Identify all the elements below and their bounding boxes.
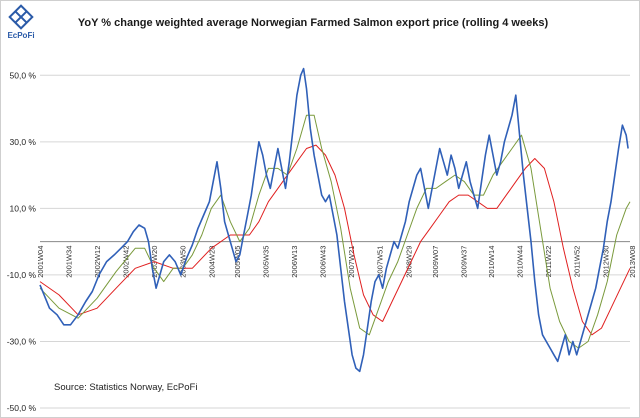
x-tick-label: 2012W30	[601, 246, 610, 278]
x-tick-label: 2001W34	[65, 246, 74, 278]
y-tick-label: 50,0 %	[10, 70, 37, 80]
ecpofi-logo-icon	[8, 4, 34, 30]
series-line-1	[39, 67, 629, 373]
x-tick-label: 2011W22	[544, 246, 553, 278]
y-tick-label: -50,0 %	[7, 403, 37, 413]
x-tick-label: 2002W42	[122, 246, 131, 278]
x-tick-label: 2005W35	[262, 246, 271, 278]
x-tick-label: 2002W12	[93, 246, 102, 278]
x-tick-label: 2008W29	[404, 246, 413, 278]
x-tick-label: 2010W44	[516, 246, 525, 278]
x-tick-label: 2006W13	[290, 246, 299, 278]
x-tick-label: 2011W52	[573, 246, 582, 278]
logo-text: EcPoFi	[7, 31, 35, 40]
x-tick-label: 2010W14	[487, 246, 496, 278]
y-tick-label: -30,0 %	[7, 336, 37, 346]
x-tick-label: 2006W43	[319, 246, 328, 278]
series-line-3	[39, 144, 631, 336]
source-note: Source: Statistics Norway, EcPoFi	[54, 382, 197, 393]
x-tick-label: 2001W04	[36, 246, 45, 278]
x-tick-label: 2007W51	[376, 246, 385, 278]
x-tick-label: 2009W07	[431, 246, 440, 278]
series-line-2	[39, 114, 631, 349]
x-tick-label: 2004W28	[207, 246, 216, 278]
chart-title: YoY % change weighted average Norwegian …	[78, 17, 549, 29]
x-tick-label: 2013W08	[628, 246, 637, 278]
y-tick-label: -10,0 %	[7, 270, 37, 280]
x-tick-label: 2007W21	[347, 246, 356, 278]
y-tick-label: 10,0 %	[10, 203, 37, 213]
x-tick-label: 2003W50	[179, 246, 188, 278]
y-tick-label: 30,0 %	[10, 137, 37, 147]
x-tick-label: 2005W05	[233, 246, 242, 278]
x-tick-label: 2009W37	[459, 246, 468, 278]
